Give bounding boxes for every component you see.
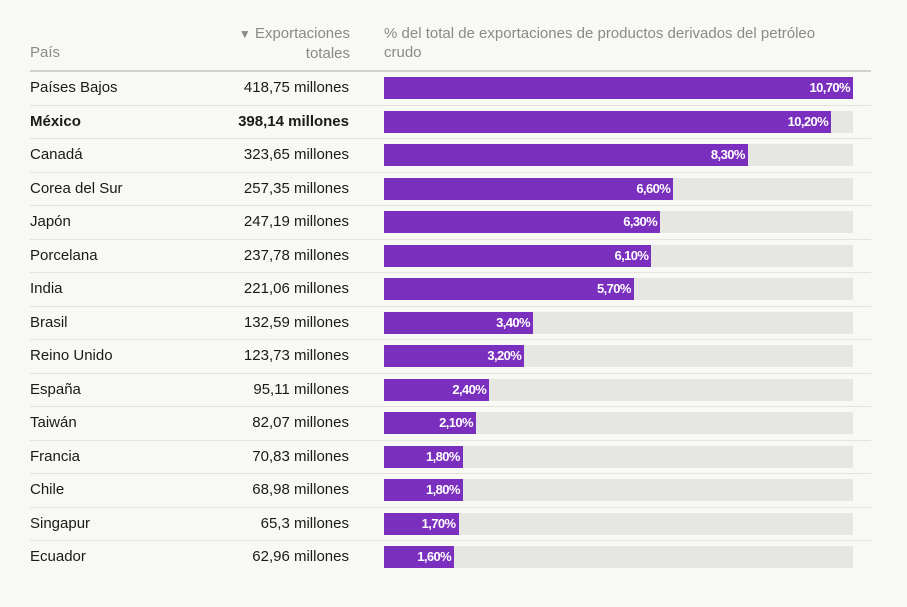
bar <box>384 378 490 401</box>
row-rule <box>30 339 871 341</box>
bar-label: 6,30% <box>623 214 658 229</box>
country: Porcelana <box>30 246 98 264</box>
bar-label: 10,70% <box>809 80 851 95</box>
bar-label: 1,70% <box>421 515 456 531</box>
bar-label: 6,10% <box>614 247 649 263</box>
bar <box>384 177 674 200</box>
bar-label: 6,60% <box>636 180 671 196</box>
country: México <box>30 112 81 130</box>
row-rule <box>30 238 871 240</box>
country: Francia <box>30 447 81 465</box>
country: Canadá <box>30 146 83 163</box>
bar-track <box>384 512 853 535</box>
row-rule <box>30 506 871 508</box>
country: Ecuador <box>30 548 86 565</box>
exports: 62,96 millones <box>252 548 349 565</box>
bar <box>384 345 525 367</box>
row-rule <box>30 205 871 207</box>
country: Taiwán <box>30 414 77 431</box>
row-rule <box>30 272 871 274</box>
bar <box>384 512 459 535</box>
bar <box>384 546 455 568</box>
bar-track <box>384 479 853 501</box>
row-rule <box>30 372 871 374</box>
bar <box>384 211 661 233</box>
exports: 221,06 millones <box>243 280 349 297</box>
country: Brasil <box>30 313 68 331</box>
country: Países Bajos <box>30 79 118 96</box>
exports: 247,19 millones <box>243 213 349 230</box>
exports: 123,73 millones <box>243 347 349 364</box>
bar-label: 1,80% <box>426 482 460 497</box>
exports: 68,98 millones <box>252 481 349 498</box>
bar <box>384 144 748 166</box>
header-exports-text: Exportaciones totales <box>254 25 350 62</box>
bar-label: 1,60% <box>417 549 452 564</box>
country: Corea del Sur <box>30 179 123 197</box>
exports: 132,59 millones <box>243 313 349 331</box>
exports: 237,78 millones <box>243 246 349 264</box>
bar <box>384 77 853 99</box>
exports: 323,65 millones <box>243 146 349 163</box>
header-share: % del total de exportaciones de producto… <box>384 25 816 61</box>
bar-track <box>384 378 853 401</box>
exports: 95,11 millones <box>253 380 349 398</box>
bar <box>384 412 477 434</box>
country: Japón <box>30 213 71 230</box>
country: Chile <box>30 481 65 498</box>
bar-track <box>384 412 853 434</box>
country: Singapur <box>30 514 91 532</box>
bar <box>384 311 534 334</box>
bar <box>384 278 634 300</box>
header-country: País <box>30 44 61 61</box>
row-rule <box>30 439 871 441</box>
country: India <box>30 280 63 297</box>
exports: 82,07 millones <box>252 414 349 431</box>
row-rule <box>30 138 871 140</box>
bar <box>384 110 832 133</box>
bar <box>384 445 463 468</box>
bar-label: 2,40% <box>452 381 487 397</box>
country: España <box>30 380 81 398</box>
header-rule <box>30 70 871 72</box>
bar-label: 5,70% <box>596 281 631 296</box>
exports: 398,14 millones <box>238 112 349 130</box>
bar-label: 8,30% <box>710 147 745 162</box>
sort-marker: ▼ <box>238 27 251 41</box>
row-rule <box>30 171 871 173</box>
country: Reino Unido <box>30 347 113 364</box>
bar <box>384 244 652 267</box>
header-exports[interactable]: ▼ Exportaciones totales <box>220 24 350 63</box>
row-rule <box>30 406 871 408</box>
bar-track <box>384 546 853 568</box>
exports: 418,75 millones <box>243 79 349 96</box>
bar <box>384 479 463 501</box>
bar-label: 3,40% <box>496 314 531 330</box>
row-rule <box>30 540 871 542</box>
bar-label: 3,20% <box>487 348 522 363</box>
row-rule <box>30 473 871 475</box>
row-rule <box>30 305 871 307</box>
exports: 70,83 millones <box>252 447 349 465</box>
row-rule <box>30 104 871 106</box>
bar-label: 10,20% <box>787 113 829 129</box>
exports: 65,3 millones <box>260 514 349 532</box>
bar-track <box>384 445 853 468</box>
bar-label: 1,80% <box>426 448 460 464</box>
bar-label: 2,10% <box>439 415 474 430</box>
exports: 257,35 millones <box>243 179 349 197</box>
